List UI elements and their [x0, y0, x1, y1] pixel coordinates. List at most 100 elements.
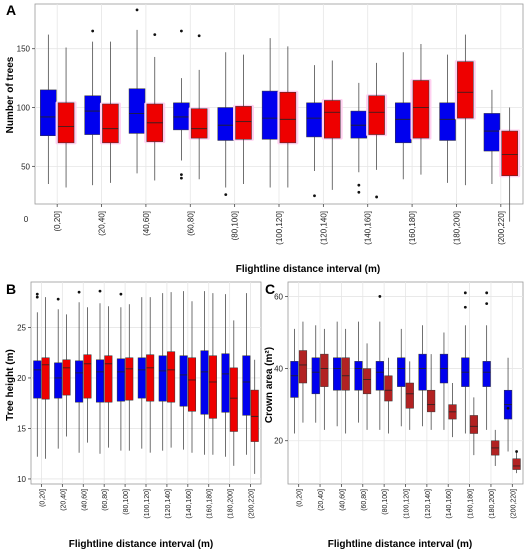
- panel-c-darkred-0-box: [298, 350, 308, 384]
- panel-c-xtick-label: (120,140]: [425, 489, 432, 519]
- panel-c-blue-8-outlier: [463, 305, 467, 309]
- panel-b-red-7-box: [187, 357, 197, 412]
- panel-c-ytick-label: 20: [274, 437, 283, 446]
- panel-b: B 10 15 20 25 (0,20] (20,40] (40,60] (60,80] (80…: [5, 281, 262, 550]
- panel-c-darkred-2-box: [341, 357, 350, 391]
- panel-b-xtick-label: (180,200]: [228, 489, 235, 519]
- panel-c-darkred-6-box: [427, 389, 436, 413]
- panel-a-stray-zero-label: 0: [24, 215, 29, 224]
- panel-c: C 20 40 60 (0,20] (20,40] (40,60] (60,80] (80,1…: [264, 281, 524, 550]
- panel-c-blue-9-outlier: [485, 291, 489, 295]
- panel-b-xtick-label: (200,220]: [249, 489, 256, 519]
- panel-c-xtick-label: (160,180]: [468, 489, 475, 519]
- panel-a-red-3-box: [190, 108, 208, 139]
- panel-c-darkred-5-box: [405, 382, 414, 409]
- panel-b-red-5-box: [146, 354, 155, 402]
- panel-b-blue-8-box: [200, 350, 209, 415]
- panel-a-xlabel: Flightline distance interval (m): [236, 264, 380, 275]
- panel-b-red-10-box: [250, 389, 259, 442]
- panel-c-ylabel: Crown area (m²): [264, 347, 275, 423]
- panel-c-xtick-label: (200,220]: [510, 489, 517, 519]
- panel-c-plot: 20 40 60 (0,20] (20,40] (40,60] (60,80] (80,100…: [274, 281, 524, 519]
- panel-b-ytick-label: 25: [17, 323, 26, 332]
- panel-a-ytick-label: 100: [17, 104, 31, 113]
- panel-c-darkred-10-outlier: [515, 450, 518, 453]
- panel-c-blue-8-outlier: [463, 291, 467, 295]
- panel-c-ytick-label: 60: [274, 292, 283, 301]
- panel-b-xtick-label: (60,80]: [102, 489, 109, 511]
- panel-b-blue-3-box: [95, 359, 105, 403]
- panel-b-red-0-box: [41, 357, 50, 400]
- panel-b-letter: B: [6, 281, 16, 297]
- panel-b-xtick-label: (0,20]: [39, 489, 46, 507]
- panel-a-xtick-label: (180,200]: [452, 211, 461, 245]
- panel-c-darkred-10-box: [512, 458, 521, 470]
- panel-b-red-2-box: [83, 354, 92, 399]
- panel-a: A 50 100 150 (0,20] (20,40] (40,60] (60,80] (80…: [5, 2, 524, 275]
- panel-c-blue-6-box: [418, 353, 427, 391]
- panel-b-red-8-box: [208, 355, 217, 419]
- panel-a-xtick-label: (120,140]: [319, 211, 328, 245]
- panel-b-plot: 10 15 20 25 (0,20] (20,40] (40,60] (60,80] (80,1…: [17, 281, 262, 519]
- panel-b-blue-7-box: [179, 355, 188, 407]
- panel-c-xtick-label: (100,120]: [404, 489, 411, 519]
- panel-a-red-8-box: [412, 80, 430, 139]
- panel-c-xtick-label: (80,100]: [382, 489, 389, 515]
- panel-a-red-1-box: [102, 103, 119, 144]
- panel-b-blue-6-box: [158, 355, 167, 402]
- panel-b-blue-1-box: [54, 362, 63, 399]
- panel-a-blue-4-outlier: [224, 193, 228, 196]
- panel-a-xtick-label: (20,40]: [98, 211, 107, 236]
- panel-a-xtick-label: (160,180]: [408, 211, 417, 245]
- panel-c-darkred-3-box: [362, 368, 372, 395]
- panel-a-xtick-label: (0,20]: [53, 211, 62, 231]
- panel-a-xtick-label: (140,160]: [364, 211, 373, 245]
- panel-a-blue-3-outlier: [180, 29, 183, 33]
- panel-a-blue-3-outlier: [180, 176, 183, 180]
- panel-a-xtick-label: (40,60]: [142, 211, 151, 236]
- panel-a-ylabel: Number of trees: [5, 56, 16, 133]
- panel-a-red-10-box: [501, 130, 518, 177]
- panel-a-ytick-label: 50: [21, 162, 30, 171]
- panel-a-blue-6-box: [306, 102, 323, 138]
- panel-c-xtick-label: (140,160]: [446, 489, 453, 519]
- panel-a-blue-10-box: [483, 113, 501, 152]
- panel-a-blue-1-outlier: [91, 29, 95, 33]
- panel-b-ytick-label: 20: [17, 374, 26, 383]
- panel-b-ylabel: Tree height (m): [5, 349, 16, 421]
- panel-b-xtick-label: (20,40]: [60, 489, 67, 511]
- panel-b-blue-2-box: [75, 360, 84, 403]
- panel-a-red-3-outlier: [197, 34, 201, 38]
- panel-b-blue-2-outlier: [77, 290, 81, 294]
- panel-c-xtick-label: (60,80]: [361, 489, 368, 511]
- panel-c-blue-9-box: [482, 361, 491, 387]
- panel-a-red-4-box: [235, 106, 252, 140]
- panel-c-xtick-label: (0,20]: [297, 489, 304, 507]
- panel-b-blue-1-outlier: [56, 297, 60, 301]
- panel-b-red-9-box: [229, 367, 238, 432]
- panel-b-blue-3-outlier: [98, 289, 102, 293]
- panel-b-blue-4-outlier: [119, 292, 123, 296]
- panel-a-red-7-box: [368, 95, 385, 135]
- panel-a-blue-5-box: [261, 90, 279, 140]
- panel-b-xtick-label: (100,120]: [144, 489, 151, 519]
- panel-a-blue-7-box: [350, 110, 368, 139]
- panel-a-xtick-label: (200,220]: [497, 211, 506, 245]
- panel-b-xtick-label: (160,180]: [207, 489, 214, 519]
- panel-a-blue-4-box: [217, 107, 234, 141]
- panel-a-red-2-outlier: [153, 33, 157, 36]
- panel-c-blue-4-outlier: [378, 295, 382, 298]
- panel-b-blue-9-box: [221, 353, 230, 413]
- panel-c-blue-5-box: [397, 357, 406, 387]
- panel-c-letter: C: [265, 281, 275, 297]
- panel-a-red-5-box: [279, 91, 297, 144]
- panel-b-red-3-box: [104, 355, 113, 403]
- panel-a-blue-7-outlier: [357, 183, 361, 187]
- panel-b-red-4-box: [125, 357, 134, 401]
- panel-c-darkred-8-box: [469, 415, 478, 434]
- panel-a-blue-3-box: [173, 102, 190, 131]
- panel-b-xtick-label: (40,60]: [81, 489, 88, 511]
- panel-c-blue-3-box: [354, 361, 363, 391]
- panel-a-blue-1-box: [84, 95, 101, 135]
